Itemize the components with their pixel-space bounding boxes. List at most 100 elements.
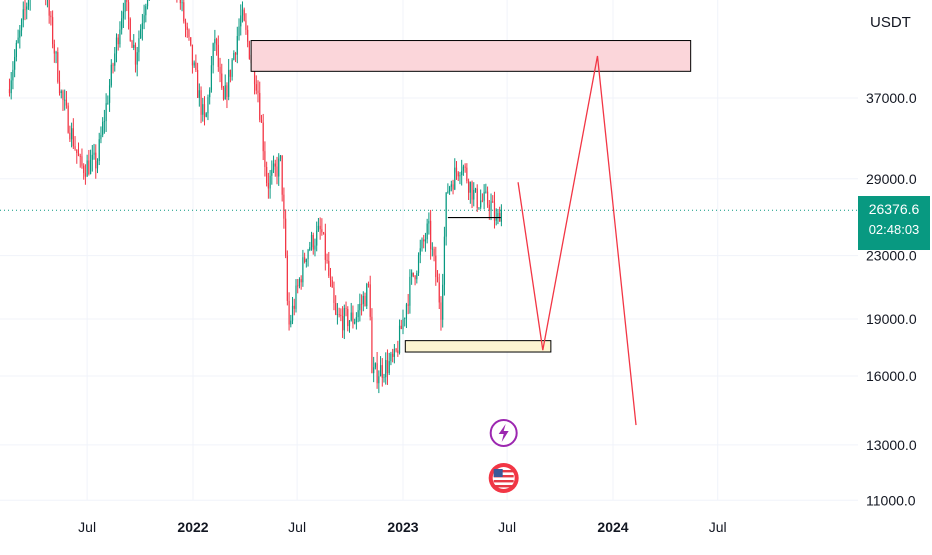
candle-body — [376, 363, 378, 384]
candle-body — [473, 189, 475, 200]
candle-body — [423, 239, 425, 242]
candle-body — [48, 0, 50, 16]
candle-body — [393, 349, 395, 357]
candle-body — [386, 360, 389, 374]
candle-body — [430, 220, 432, 249]
candle-body — [143, 15, 145, 24]
candle-body — [52, 17, 54, 45]
candle-body — [421, 239, 423, 249]
candle-body — [281, 155, 283, 195]
candle-body — [205, 113, 207, 117]
candle-body — [50, 15, 52, 18]
projection-path[interactable] — [517, 55, 637, 426]
candle-body — [212, 43, 214, 66]
candle-body — [417, 255, 420, 274]
candle-body — [257, 90, 259, 93]
candle-body — [112, 64, 114, 66]
candle-body — [262, 122, 264, 152]
candle-body — [286, 255, 288, 301]
candle-body — [259, 92, 261, 120]
y-tick-label: 11000.0 — [866, 492, 916, 508]
candle-body — [119, 29, 121, 45]
candle-body — [297, 285, 299, 287]
candle-body — [412, 272, 414, 276]
candle-body — [279, 155, 282, 159]
candle-body — [452, 184, 454, 190]
candle-body — [288, 300, 290, 325]
candle-body — [15, 42, 17, 58]
candle-body — [55, 52, 57, 54]
candle-body — [317, 225, 320, 231]
candle-body — [229, 69, 231, 77]
candle-body — [107, 102, 109, 104]
candle-body — [271, 169, 273, 176]
candle-body — [447, 191, 449, 193]
candle-body — [316, 230, 318, 246]
y-axis[interactable]: USDT 37000.0 29000.0 23000.0 19000.0 16000.0 1… — [866, 14, 917, 508]
candle-body — [217, 44, 219, 67]
candle-body — [431, 248, 433, 250]
candle-body — [324, 233, 326, 260]
candle-body — [95, 152, 97, 169]
candle-body — [360, 303, 363, 305]
currency-label: USDT — [870, 14, 911, 31]
candle-body — [10, 80, 12, 94]
candle-body — [69, 132, 71, 140]
candle-body — [83, 165, 85, 174]
candle-body — [210, 65, 213, 90]
candle-body — [436, 277, 439, 283]
candle-body — [379, 365, 382, 377]
candle-body — [266, 166, 268, 183]
candle-body — [383, 377, 385, 379]
candle-body — [500, 209, 502, 222]
candle-body — [122, 11, 124, 19]
candle-countdown: 02:48:03 — [868, 222, 920, 237]
candle-body — [77, 153, 80, 156]
support-zone[interactable] — [404, 340, 552, 353]
candle-body — [184, 21, 187, 27]
candle-body — [183, 2, 185, 22]
candle-body — [495, 217, 497, 221]
candle-body — [131, 40, 133, 48]
candle-body — [462, 166, 465, 171]
candle-body — [267, 182, 269, 189]
event-markers[interactable] — [488, 419, 519, 493]
candle-body — [269, 175, 271, 189]
candle-body — [359, 303, 361, 311]
us-flag-icon[interactable] — [488, 463, 519, 493]
candle-body — [443, 236, 446, 285]
candle-body — [86, 160, 88, 177]
candle-body — [333, 287, 335, 304]
lightning-icon[interactable] — [489, 419, 518, 447]
x-axis[interactable]: Jul 2022 Jul 2023 Jul 2024 Jul — [78, 519, 726, 535]
candle-body — [195, 62, 197, 70]
x-tick-label: 2023 — [387, 519, 418, 535]
candle-body — [409, 276, 411, 306]
candle-body — [215, 38, 218, 45]
annotations[interactable] — [0, 40, 858, 426]
candle-body — [253, 61, 256, 85]
candle-body — [71, 128, 73, 140]
candle-body — [146, 0, 149, 7]
candle-body — [193, 62, 195, 66]
candle-body — [233, 52, 235, 60]
x-tick-label: Jul — [498, 519, 516, 535]
candle-body — [442, 284, 444, 320]
candle-body — [283, 194, 285, 219]
candle-body — [366, 284, 368, 307]
candle-body — [467, 181, 470, 193]
x-tick-label: Jul — [288, 519, 306, 535]
candle-body — [404, 318, 406, 320]
candle-body — [355, 317, 357, 323]
candle-body — [461, 170, 463, 176]
candle-body — [274, 163, 276, 167]
candle-body — [312, 235, 314, 250]
candle-body — [60, 91, 62, 94]
candle-body — [343, 308, 345, 331]
candle-body — [455, 167, 458, 173]
candle-body — [264, 151, 266, 167]
resistance-zone[interactable] — [250, 40, 692, 72]
candle-body — [374, 363, 376, 368]
